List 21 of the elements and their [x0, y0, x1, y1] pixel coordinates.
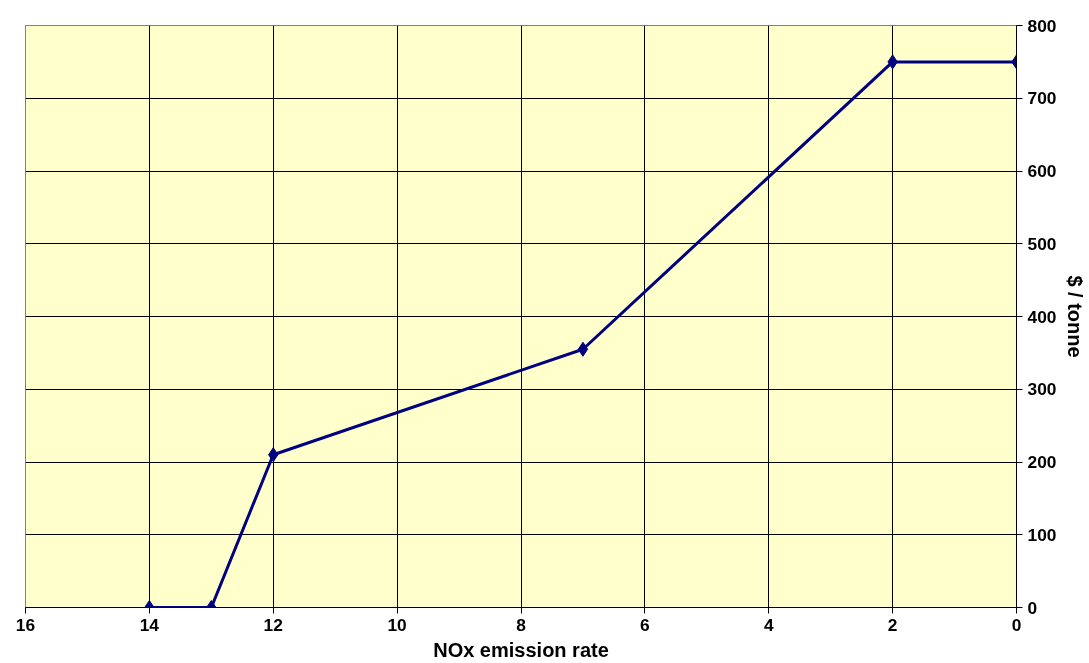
y-tick-label: 700 [1027, 88, 1057, 109]
y-axis-title: $ / tonne [1064, 275, 1087, 358]
x-tick-label: 10 [387, 614, 407, 635]
y-tick-label: 100 [1027, 524, 1057, 545]
x-axis-title: NOx emission rate [433, 638, 609, 661]
x-tick-label: 0 [1011, 614, 1022, 635]
x-tick-label: 4 [763, 614, 774, 635]
y-tick-label: 0 [1027, 597, 1038, 618]
y-tick-label: 200 [1027, 452, 1057, 472]
y-tick-label: 500 [1027, 233, 1057, 254]
y-tick-label: 400 [1027, 306, 1057, 327]
x-tick-label: 16 [15, 614, 36, 635]
y-tick-label: 300 [1027, 379, 1057, 400]
x-tick-label: 8 [516, 614, 527, 635]
x-tick-label: 2 [887, 614, 898, 635]
x-tick-label: 14 [139, 614, 160, 635]
x-tick-label: 12 [263, 614, 283, 635]
y-tick-label: 800 [1027, 15, 1057, 36]
x-tick-label: 6 [640, 614, 651, 635]
y-tick-label: 600 [1027, 161, 1057, 181]
point [577, 341, 589, 357]
